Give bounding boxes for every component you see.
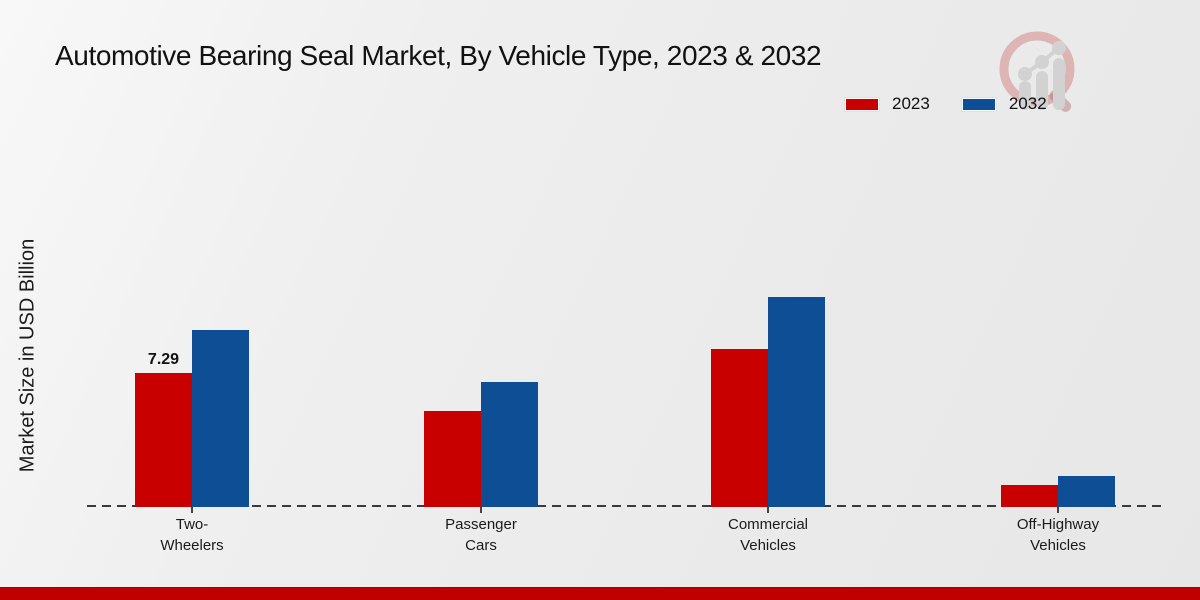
x-axis-tick-2 <box>767 507 769 513</box>
category-label-3: Off-Highway Vehicles <box>1016 516 1100 554</box>
bar-value-label: 7.29 <box>147 350 180 368</box>
x-axis-tick-1 <box>480 507 482 513</box>
bar-2032-category-3 <box>1058 476 1115 507</box>
legend: 2023 2032 <box>845 94 1047 114</box>
mrfr-logo-watermark <box>999 31 1075 112</box>
bar-2032-category-2 <box>768 297 825 507</box>
bar-2023-category-2 <box>711 349 768 507</box>
category-label-2: Commercial Vehicles <box>727 516 808 554</box>
x-axis-tick-3 <box>1057 507 1059 513</box>
bar-2023-category-1 <box>424 411 481 507</box>
legend-item-2023: 2023 <box>845 94 930 114</box>
category-label-1: Passenger Cars <box>445 516 517 554</box>
bar-2023-category-0 <box>135 373 192 507</box>
legend-swatch-2023 <box>845 97 879 111</box>
bar-2023-category-3 <box>1001 485 1058 507</box>
y-axis-label: Market Size in USD Billion <box>16 238 39 473</box>
footer-stripe <box>0 587 1200 600</box>
legend-label-2032: 2032 <box>1008 94 1047 113</box>
x-axis-tick-0 <box>191 507 193 513</box>
x-axis-baseline <box>87 505 1163 507</box>
legend-item-2032: 2032 <box>961 94 1047 114</box>
bar-trend-icon <box>1018 41 1066 110</box>
legend-label-2023: 2023 <box>892 94 930 113</box>
chart-title: Automotive Bearing Seal Market, By Vehic… <box>55 40 822 71</box>
legend-swatch-2032 <box>961 97 996 111</box>
bar-2032-category-0 <box>192 330 249 507</box>
category-label-0: Two- Wheelers <box>160 516 224 554</box>
bar-2032-category-1 <box>481 382 538 507</box>
